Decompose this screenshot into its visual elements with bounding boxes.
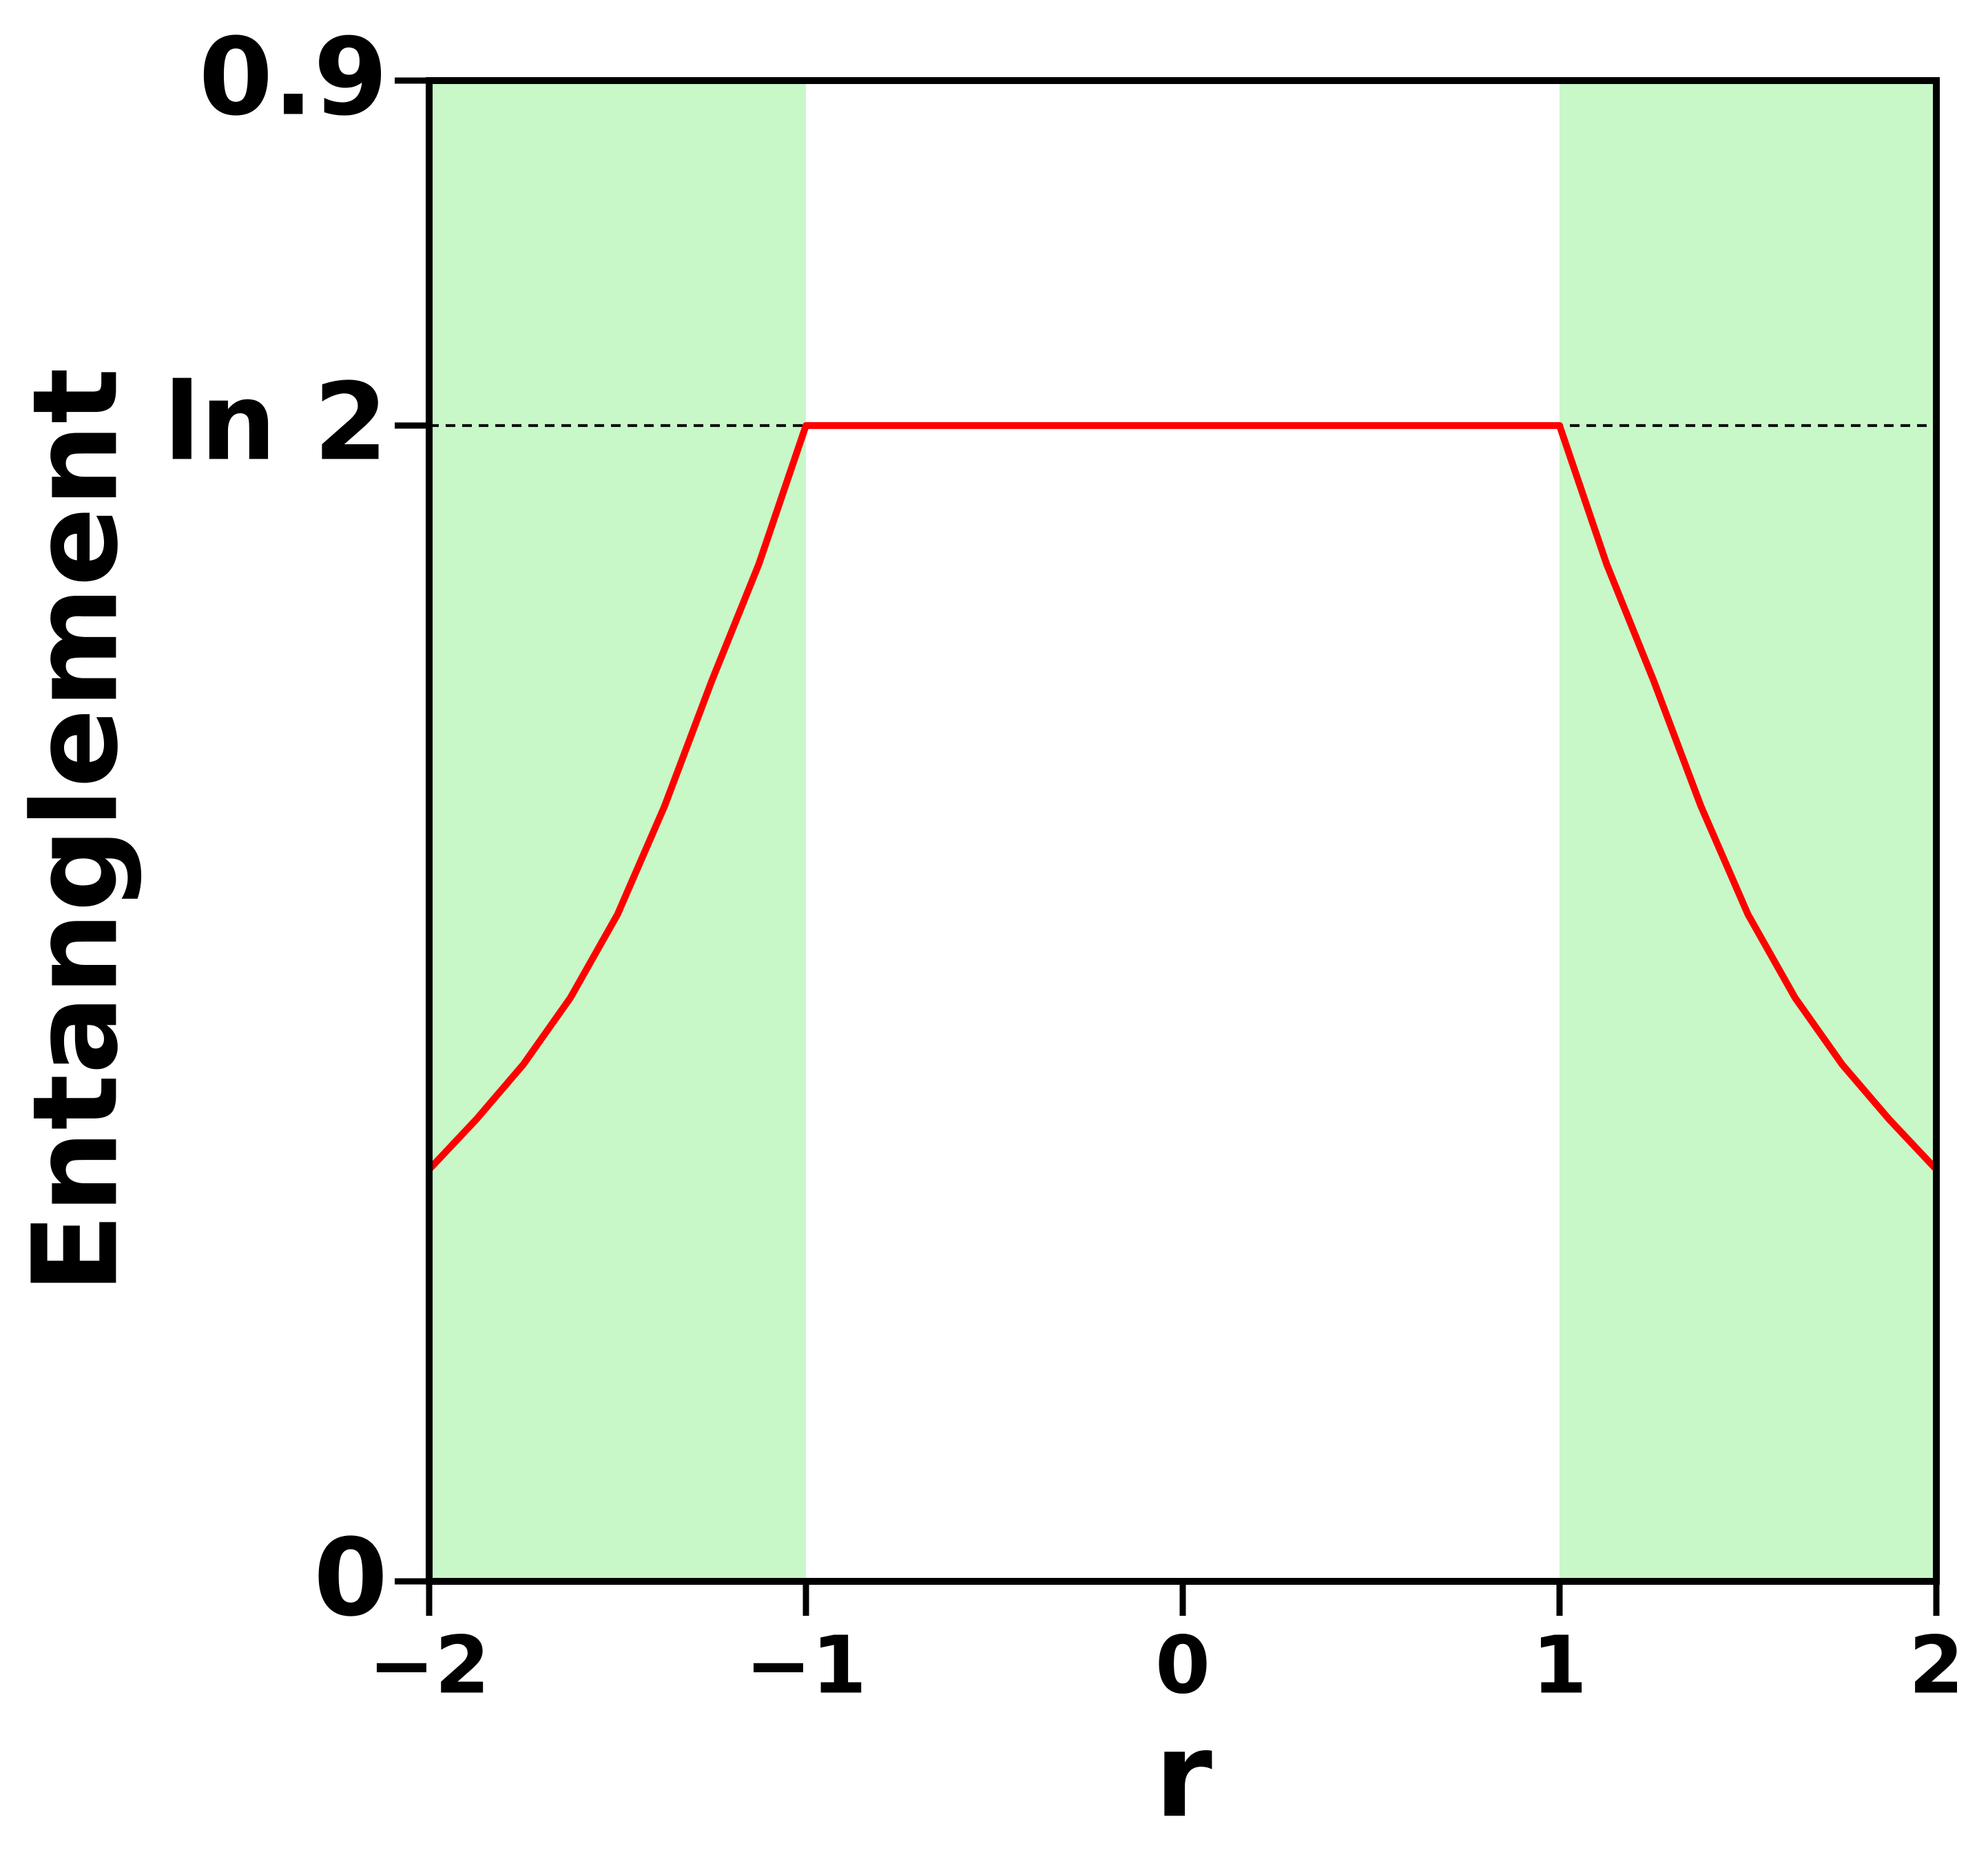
y-tick-label: 0 (313, 1515, 388, 1640)
shaded-region (1560, 81, 1936, 1581)
y-axis-label: Entanglement (8, 368, 144, 1293)
shaded-region (429, 81, 806, 1581)
x-tick-label: 1 (1532, 1620, 1587, 1712)
y-tick-label: 0.9 (198, 14, 388, 139)
line (426, 422, 1939, 1172)
x-axis-label: r (1155, 1707, 1212, 1844)
x-tick-label: −2 (369, 1620, 490, 1712)
x-tick-label: 2 (1909, 1620, 1964, 1712)
x-tick-label: −1 (745, 1620, 867, 1712)
y-tick-label: ln 2 (164, 360, 388, 484)
x-tick-label: 0 (1155, 1620, 1210, 1712)
